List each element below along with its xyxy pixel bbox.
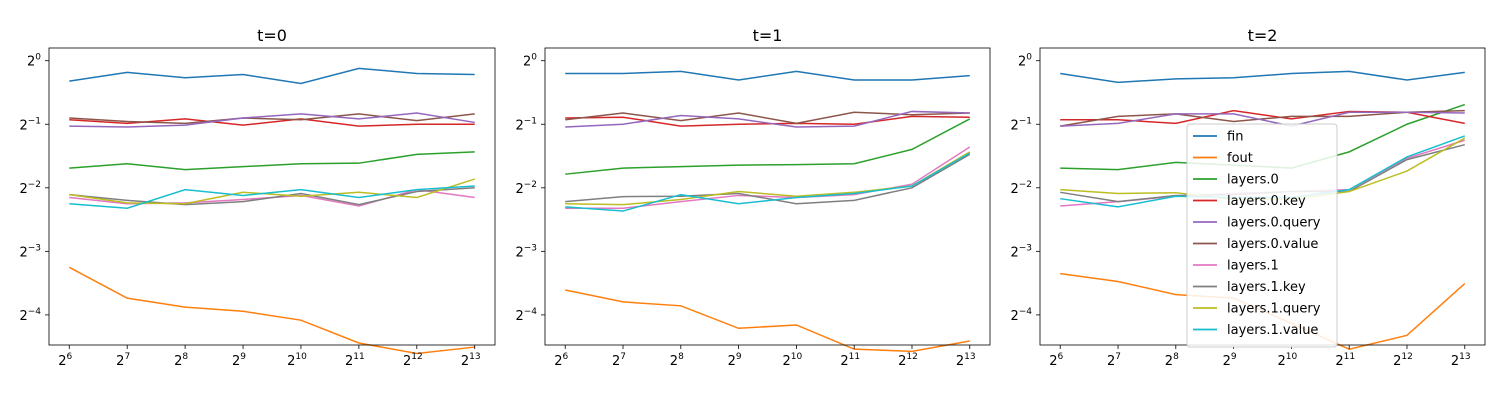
x-tick-label: 210 xyxy=(1278,352,1298,369)
series-line-layers-0 xyxy=(565,118,971,175)
x-tick-label: 28 xyxy=(174,352,188,369)
x-tick-label: 210 xyxy=(287,352,307,369)
series-line-layers-0-query xyxy=(1060,111,1465,127)
x-tick-label: 212 xyxy=(1393,352,1413,369)
series-line-layers-1-key xyxy=(69,187,475,206)
x-tick-label: 29 xyxy=(728,352,742,369)
axes-frame xyxy=(48,47,496,346)
y-tick-label: 2−1 xyxy=(515,116,537,133)
series-line-fout xyxy=(68,266,475,355)
legend-label-layers-0-key: layers.0.key xyxy=(1227,194,1306,209)
x-tick-label: 27 xyxy=(612,352,626,369)
legend-label-layers-0: layers.0 xyxy=(1227,173,1279,188)
legend-label-layers-1-key: layers.1.key xyxy=(1227,280,1306,295)
legend-label-layers-0-value: layers.0.value xyxy=(1227,237,1318,252)
legend-label-layers-0-query: layers.0.query xyxy=(1227,216,1321,231)
series-line-layers-0 xyxy=(69,151,475,171)
x-tick-label: 212 xyxy=(898,352,918,369)
y-tick-label: 2−1 xyxy=(1010,116,1032,133)
x-tick-label: 28 xyxy=(670,352,684,369)
series-line-fin xyxy=(69,67,475,85)
subplot-t0: t=0 26 27 28 29 210 211 212 213 20 2−1 2−2 2−3 2−4 xyxy=(19,26,496,369)
y-tick-label: 20 xyxy=(1018,53,1032,70)
legend-label-layers-1-value: layers.1.value xyxy=(1227,323,1318,338)
legend-box xyxy=(1186,123,1338,348)
series-line-layers-0-key xyxy=(69,118,475,127)
y-tick-label: 20 xyxy=(523,53,537,70)
y-tick-label: 2−3 xyxy=(19,243,41,260)
y-tick-label: 2−4 xyxy=(1010,307,1032,324)
y-tick-label: 2−2 xyxy=(1010,180,1032,197)
series-line-fout xyxy=(565,289,970,353)
series-line-layers-0-query xyxy=(565,110,970,128)
axes-frame xyxy=(544,47,991,346)
series-line-layers-1-query xyxy=(69,178,475,205)
x-tick-label: 26 xyxy=(554,352,568,369)
legend: fin fout layers.0 layers.0.key layers.0.quer… xyxy=(1186,123,1338,348)
subplot-title: t=1 xyxy=(753,26,783,45)
legend-label-fout: fout xyxy=(1227,151,1253,166)
y-tick-label: 2−4 xyxy=(19,307,41,324)
series-line-layers-0-query xyxy=(69,112,475,128)
x-tick-label: 213 xyxy=(1451,352,1471,369)
y-tick-label: 2−2 xyxy=(19,180,41,197)
series-line-layers-1-value xyxy=(565,152,971,212)
series-line-layers-1-key xyxy=(565,153,971,205)
series-line-layers-0-value xyxy=(69,113,475,125)
subplot-title: t=2 xyxy=(1248,26,1278,45)
y-tick-label: 2−2 xyxy=(515,180,537,197)
x-tick-label: 26 xyxy=(58,352,72,369)
x-tick-label: 27 xyxy=(1107,352,1121,369)
y-tick-label: 2−3 xyxy=(515,243,537,260)
x-tick-label: 29 xyxy=(1223,352,1237,369)
y-tick-label: 2−4 xyxy=(515,307,537,324)
series-line-layers-1 xyxy=(565,146,971,209)
legend-label-layers-1-query: layers.1.query xyxy=(1227,302,1321,317)
x-tick-label: 26 xyxy=(1049,352,1063,369)
x-tick-label: 211 xyxy=(840,352,860,369)
x-tick-label: 211 xyxy=(1335,352,1355,369)
subplot-t1: t=1 26 27 28 29 210 211 212 213 20 2−1 2−2 2−3 2−4 xyxy=(515,26,991,369)
x-tick-label: 213 xyxy=(956,352,976,369)
x-tick-label: 211 xyxy=(345,352,365,369)
x-tick-label: 28 xyxy=(1165,352,1179,369)
y-tick-label: 20 xyxy=(27,53,41,70)
y-tick-label: 2−3 xyxy=(1010,243,1032,260)
legend-label-fin: fin xyxy=(1227,130,1243,145)
x-tick-label: 29 xyxy=(232,352,246,369)
series-line-fin xyxy=(565,70,970,81)
x-tick-label: 213 xyxy=(461,352,481,369)
legend-label-layers-1: layers.1 xyxy=(1227,259,1279,274)
x-tick-label: 212 xyxy=(403,352,423,369)
series-line-fin xyxy=(1060,70,1465,84)
series-line-layers-1-value xyxy=(69,185,475,210)
x-tick-label: 27 xyxy=(116,352,130,369)
y-tick-label: 2−1 xyxy=(19,116,41,133)
x-tick-label: 210 xyxy=(783,352,803,369)
series-line-layers-0-key xyxy=(565,115,970,127)
subplot-title: t=0 xyxy=(257,26,287,45)
